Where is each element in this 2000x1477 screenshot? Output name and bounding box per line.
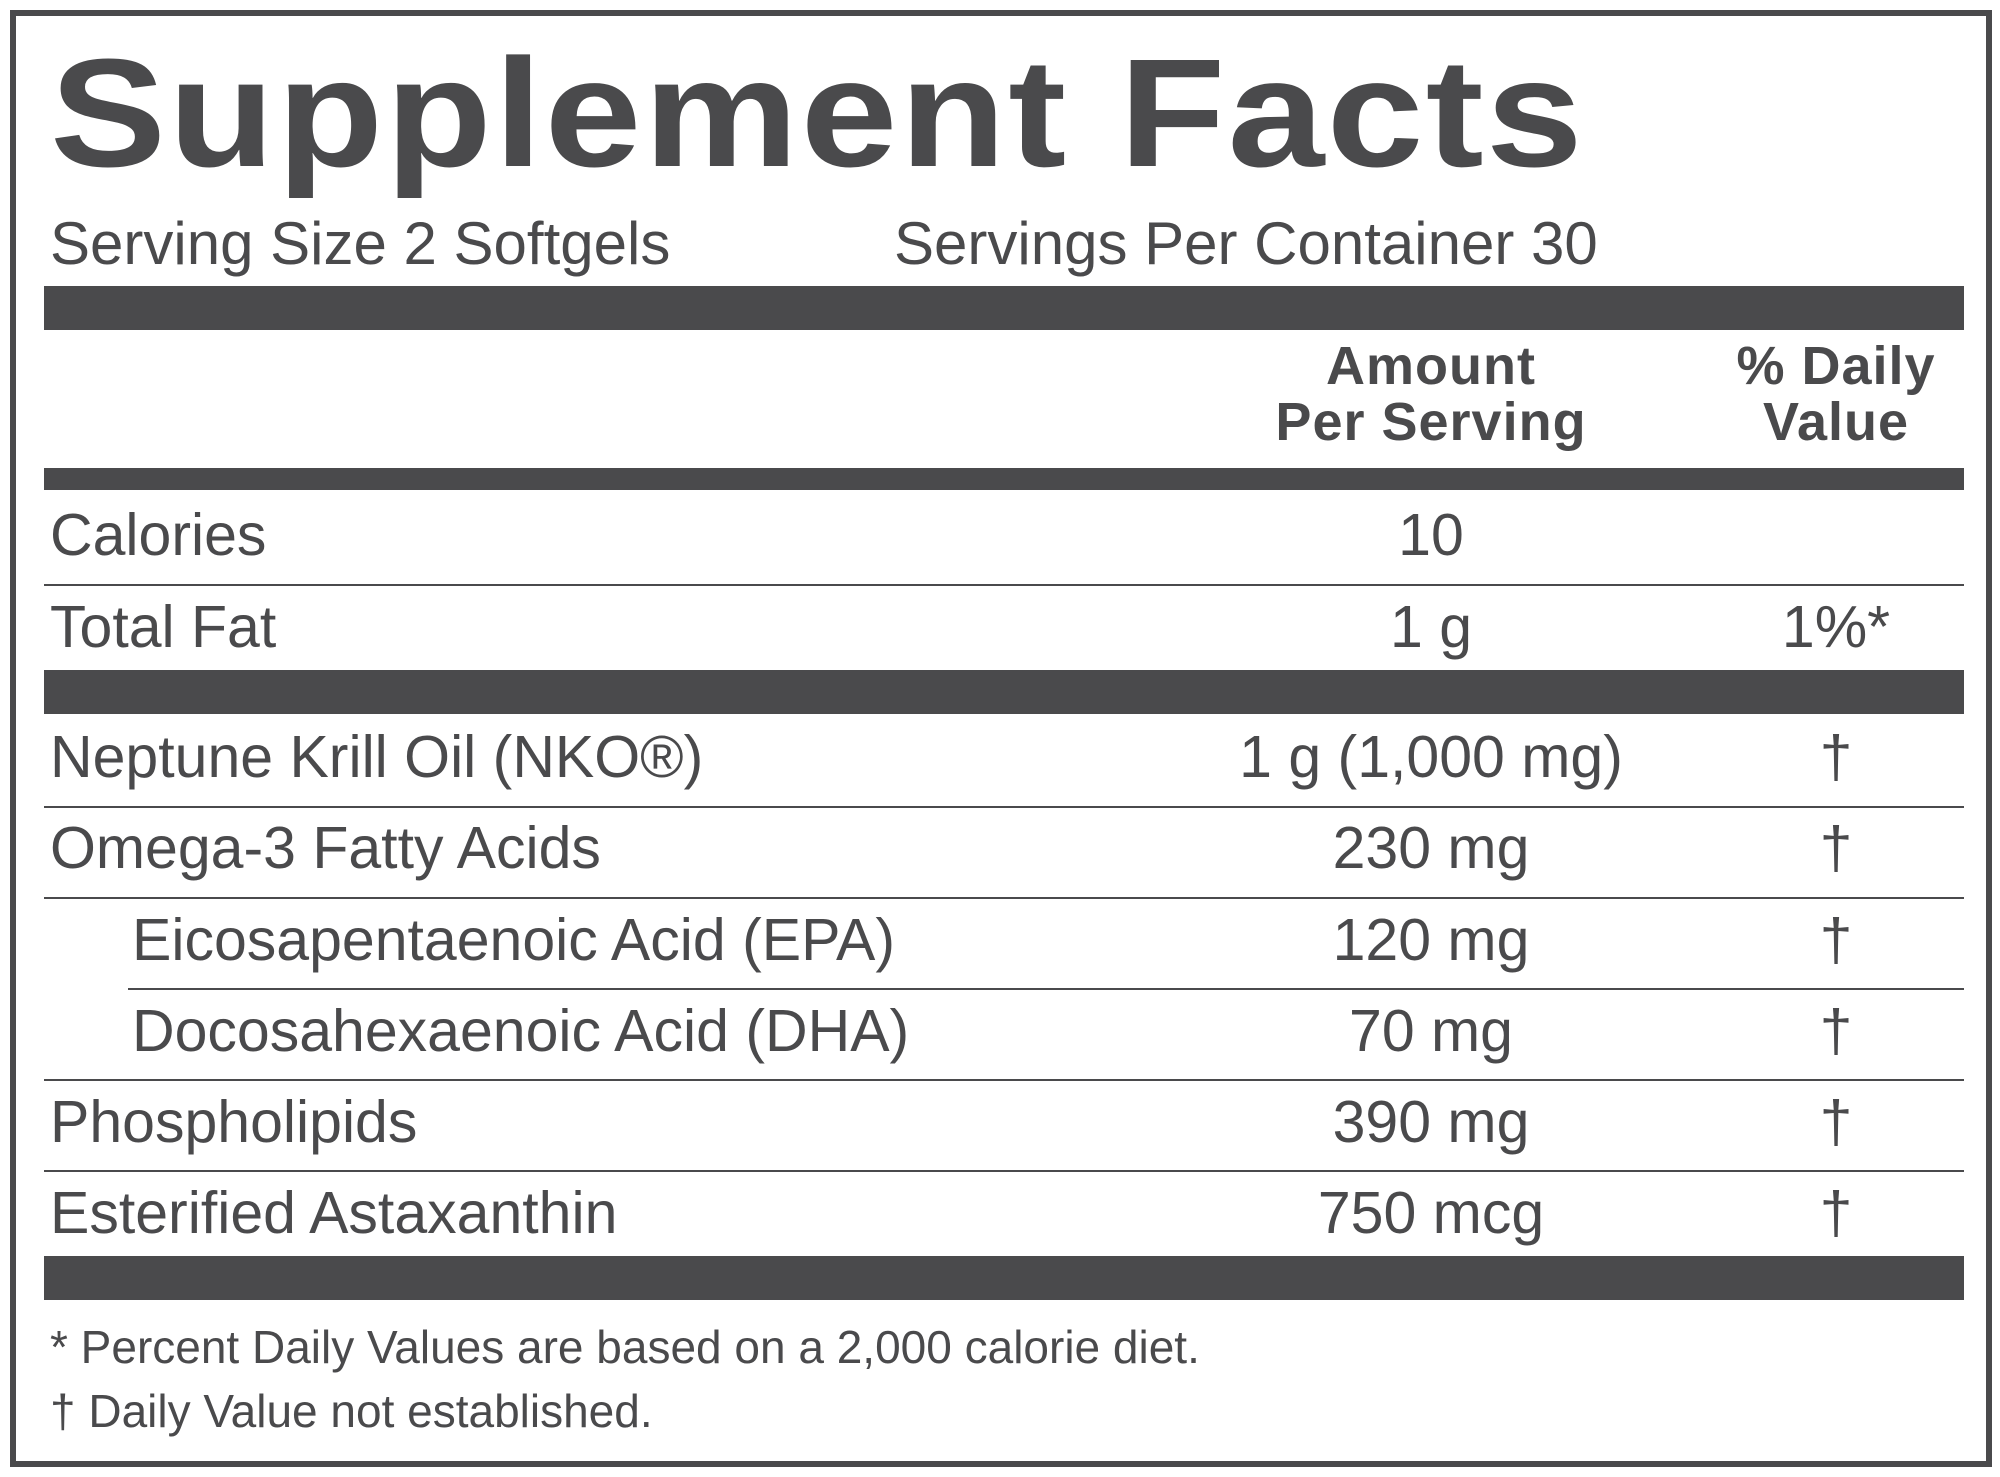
medium-divider (44, 468, 1964, 490)
sub-ingredient-label: Docosahexaenoic Acid (DHA) (132, 998, 910, 1064)
row-divider (44, 1079, 1964, 1081)
ingredient-daily-value: † (1819, 1180, 1853, 1246)
ingredient-label: Esterified Astaxanthin (50, 1180, 618, 1246)
ingredient-label: Omega-3 Fatty Acids (50, 815, 601, 881)
ingredient-daily-value: † (1819, 998, 1853, 1064)
daily-value-column-header: % Daily Value (1706, 338, 1966, 450)
row-divider (44, 897, 1964, 899)
nutrient-amount: 10 (1398, 502, 1464, 568)
row-divider (44, 584, 1964, 586)
ingredient-daily-value: † (1819, 907, 1853, 973)
thick-divider (44, 670, 1964, 714)
row-divider (128, 988, 1964, 990)
amount-column-header: Amount Per Serving (1181, 338, 1681, 450)
dv-header-line2: Value (1762, 392, 1910, 452)
row-divider (44, 806, 1964, 808)
nutrient-amount: 1 g (1389, 594, 1473, 660)
supplement-facts-panel: Supplement Facts Serving Size 2 Softgels… (10, 10, 1992, 1467)
ingredient-daily-value: † (1819, 724, 1853, 790)
footnote-dagger: † Daily Value not established. (50, 1385, 653, 1437)
nutrient-label: Calories (50, 502, 267, 568)
thick-divider (44, 286, 1964, 330)
sub-ingredient-label: Eicosapentaenoic Acid (EPA) (132, 907, 896, 973)
nutrient-label: Total Fat (50, 594, 277, 660)
amount-header-line1: Amount (1326, 336, 1536, 396)
amount-header-line2: Per Serving (1275, 392, 1587, 452)
ingredient-amount: 750 mcg (1317, 1180, 1545, 1246)
ingredient-amount: 390 mg (1332, 1089, 1530, 1155)
ingredient-amount: 1 g (1,000 mg) (1239, 724, 1623, 790)
ingredient-amount: 230 mg (1332, 815, 1530, 881)
dv-header-line1: % Daily (1736, 336, 1936, 396)
thick-divider (44, 1256, 1964, 1300)
ingredient-label: Neptune Krill Oil (NKO®) (50, 724, 704, 790)
ingredient-daily-value: † (1819, 1089, 1853, 1155)
ingredient-label: Phospholipids (50, 1089, 418, 1155)
nutrient-daily-value: 1%* (1781, 594, 1891, 660)
servings-per-container: Servings Per Container 30 (894, 210, 1598, 277)
serving-size: Serving Size 2 Softgels (50, 210, 671, 277)
ingredient-amount: 70 mg (1349, 998, 1513, 1064)
ingredient-amount: 120 mg (1332, 907, 1530, 973)
footnote-percent-dv: * Percent Daily Values are based on a 2,… (50, 1321, 1200, 1373)
panel-title: Supplement Facts (50, 27, 1585, 199)
ingredient-daily-value: † (1819, 815, 1853, 881)
row-divider (44, 1170, 1964, 1172)
